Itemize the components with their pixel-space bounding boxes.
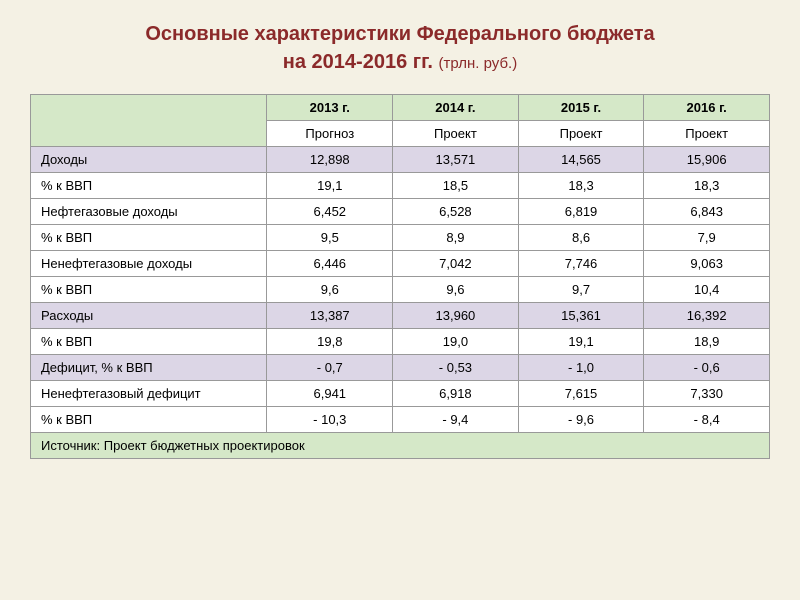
row-value: 19,8 — [267, 329, 393, 355]
row-value: 6,528 — [393, 199, 519, 225]
row-value: 7,615 — [518, 381, 644, 407]
row-label: % к ВВП — [31, 225, 267, 251]
header-year: 2016 г. — [644, 95, 770, 121]
row-label: Ненефтегазовые доходы — [31, 251, 267, 277]
title-line2-sub: (трлн. руб.) — [439, 55, 518, 72]
header-year: 2015 г. — [518, 95, 644, 121]
row-value: 13,960 — [393, 303, 519, 329]
table-footer: Источник: Проект бюджетных проектировок — [31, 433, 770, 459]
row-value: - 0,7 — [267, 355, 393, 381]
row-value: - 0,6 — [644, 355, 770, 381]
row-value: 12,898 — [267, 147, 393, 173]
row-value: 18,3 — [518, 173, 644, 199]
row-value: 6,452 — [267, 199, 393, 225]
table-row: Доходы 12,898 13,571 14,565 15,906 — [31, 147, 770, 173]
row-label: % к ВВП — [31, 173, 267, 199]
title-line1: Основные характеристики Федерального бюд… — [145, 23, 654, 45]
footer-text: Источник: Проект бюджетных проектировок — [31, 433, 770, 459]
table-row: Дефицит, % к ВВП - 0,7 - 0,53 - 1,0 - 0,… — [31, 355, 770, 381]
header-year: 2014 г. — [393, 95, 519, 121]
row-value: 7,330 — [644, 381, 770, 407]
row-value: 9,6 — [267, 277, 393, 303]
row-value: - 0,53 — [393, 355, 519, 381]
row-value: 16,392 — [644, 303, 770, 329]
row-value: - 8,4 — [644, 407, 770, 433]
row-value: 9,5 — [267, 225, 393, 251]
row-value: - 1,0 — [518, 355, 644, 381]
row-value: 7,746 — [518, 251, 644, 277]
title-line2-main: на 2014-2016 гг. — [283, 51, 439, 73]
row-value: 19,1 — [518, 329, 644, 355]
row-value: 19,0 — [393, 329, 519, 355]
row-value: 18,3 — [644, 173, 770, 199]
table-row: % к ВВП - 10,3 - 9,4 - 9,6 - 8,4 — [31, 407, 770, 433]
table-row: Ненефтегазовые доходы 6,446 7,042 7,746 … — [31, 251, 770, 277]
table-row: Нефтегазовые доходы 6,452 6,528 6,819 6,… — [31, 199, 770, 225]
row-value: 13,387 — [267, 303, 393, 329]
row-value: 10,4 — [644, 277, 770, 303]
row-value: 6,918 — [393, 381, 519, 407]
row-value: 7,042 — [393, 251, 519, 277]
row-label: % к ВВП — [31, 277, 267, 303]
row-label: Дефицит, % к ВВП — [31, 355, 267, 381]
row-value: 9,7 — [518, 277, 644, 303]
row-label: % к ВВП — [31, 329, 267, 355]
table-row: % к ВВП 9,6 9,6 9,7 10,4 — [31, 277, 770, 303]
page-title: Основные характеристики Федерального бюд… — [30, 20, 770, 76]
row-value: 9,6 — [393, 277, 519, 303]
header-sub-cell: Проект — [393, 121, 519, 147]
row-value: 7,9 — [644, 225, 770, 251]
row-value: 9,063 — [644, 251, 770, 277]
row-value: 6,843 — [644, 199, 770, 225]
row-value: 19,1 — [267, 173, 393, 199]
row-label: Нефтегазовые доходы — [31, 199, 267, 225]
row-value: 18,5 — [393, 173, 519, 199]
header-sub-cell: Прогноз — [267, 121, 393, 147]
budget-table: 2013 г. 2014 г. 2015 г. 2016 г. Прогноз … — [30, 94, 770, 459]
row-label: Ненефтегазовый дефицит — [31, 381, 267, 407]
table-row: % к ВВП 9,5 8,9 8,6 7,9 — [31, 225, 770, 251]
row-value: 6,446 — [267, 251, 393, 277]
row-value: - 9,6 — [518, 407, 644, 433]
table-row: % к ВВП 19,8 19,0 19,1 18,9 — [31, 329, 770, 355]
row-value: 8,6 — [518, 225, 644, 251]
row-value: 6,941 — [267, 381, 393, 407]
header-sub-cell: Проект — [518, 121, 644, 147]
row-value: 8,9 — [393, 225, 519, 251]
header-sub-cell: Проект — [644, 121, 770, 147]
row-value: - 9,4 — [393, 407, 519, 433]
row-label: Расходы — [31, 303, 267, 329]
row-value: 6,819 — [518, 199, 644, 225]
row-value: 14,565 — [518, 147, 644, 173]
row-value: - 10,3 — [267, 407, 393, 433]
row-value: 18,9 — [644, 329, 770, 355]
table-header-years: 2013 г. 2014 г. 2015 г. 2016 г. — [31, 95, 770, 121]
row-label: % к ВВП — [31, 407, 267, 433]
table-row: Ненефтегазовый дефицит 6,941 6,918 7,615… — [31, 381, 770, 407]
table-row: Расходы 13,387 13,960 15,361 16,392 — [31, 303, 770, 329]
row-value: 15,906 — [644, 147, 770, 173]
row-value: 13,571 — [393, 147, 519, 173]
header-year: 2013 г. — [267, 95, 393, 121]
table-row: % к ВВП 19,1 18,5 18,3 18,3 — [31, 173, 770, 199]
header-empty — [31, 95, 267, 147]
row-value: 15,361 — [518, 303, 644, 329]
row-label: Доходы — [31, 147, 267, 173]
